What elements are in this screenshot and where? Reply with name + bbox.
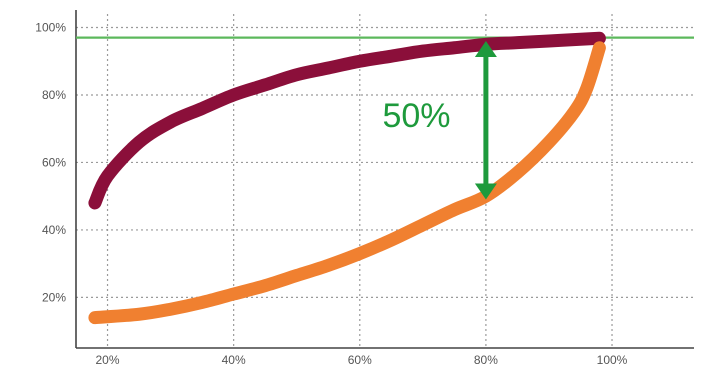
annotation-arrow-head-up — [474, 40, 497, 57]
series-line-1 — [88, 31, 606, 210]
series-line-2 — [88, 41, 606, 325]
annotation-group: 50% — [382, 40, 497, 200]
x-tick-label: 100% — [597, 353, 628, 367]
axes — [75, 10, 694, 349]
x-tick-label: 80% — [474, 353, 498, 367]
series-group — [88, 31, 606, 325]
x-tick-label: 40% — [222, 353, 246, 367]
x-tick-label: 20% — [96, 353, 120, 367]
y-tick-label: 40% — [42, 223, 66, 237]
y-tick-label: 100% — [35, 20, 66, 34]
x-tick-label: 60% — [348, 353, 372, 367]
tick-labels: 20% 40% 60% 80% 100% 20% 40% 60% 80% 100% — [35, 20, 627, 367]
y-tick-label: 20% — [42, 290, 66, 304]
annotation-label: 50% — [382, 97, 450, 135]
y-tick-label: 80% — [42, 88, 66, 102]
annotation-arrow-head-down — [474, 183, 497, 200]
y-tick-label: 60% — [42, 155, 66, 169]
